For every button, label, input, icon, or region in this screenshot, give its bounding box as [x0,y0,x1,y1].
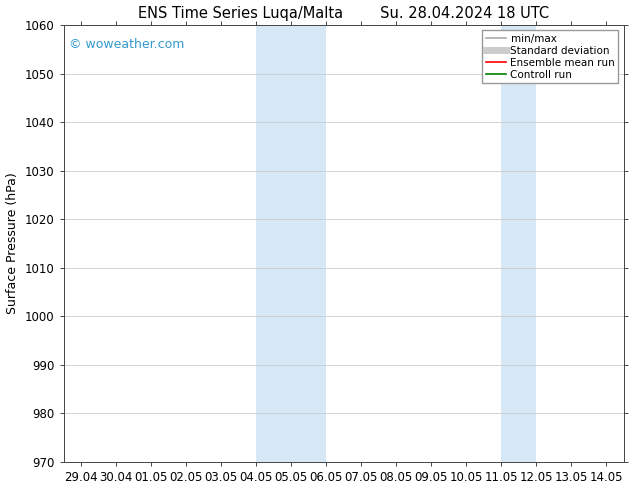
Text: © woweather.com: © woweather.com [69,38,184,51]
Legend: min/max, Standard deviation, Ensemble mean run, Controll run: min/max, Standard deviation, Ensemble me… [482,30,618,83]
Y-axis label: Surface Pressure (hPa): Surface Pressure (hPa) [6,172,19,314]
Bar [256,25,326,462]
Title: ENS Time Series Luqa/Malta        Su. 28.04.2024 18 UTC: ENS Time Series Luqa/Malta Su. 28.04.202… [138,6,549,21]
Bar [501,25,536,462]
